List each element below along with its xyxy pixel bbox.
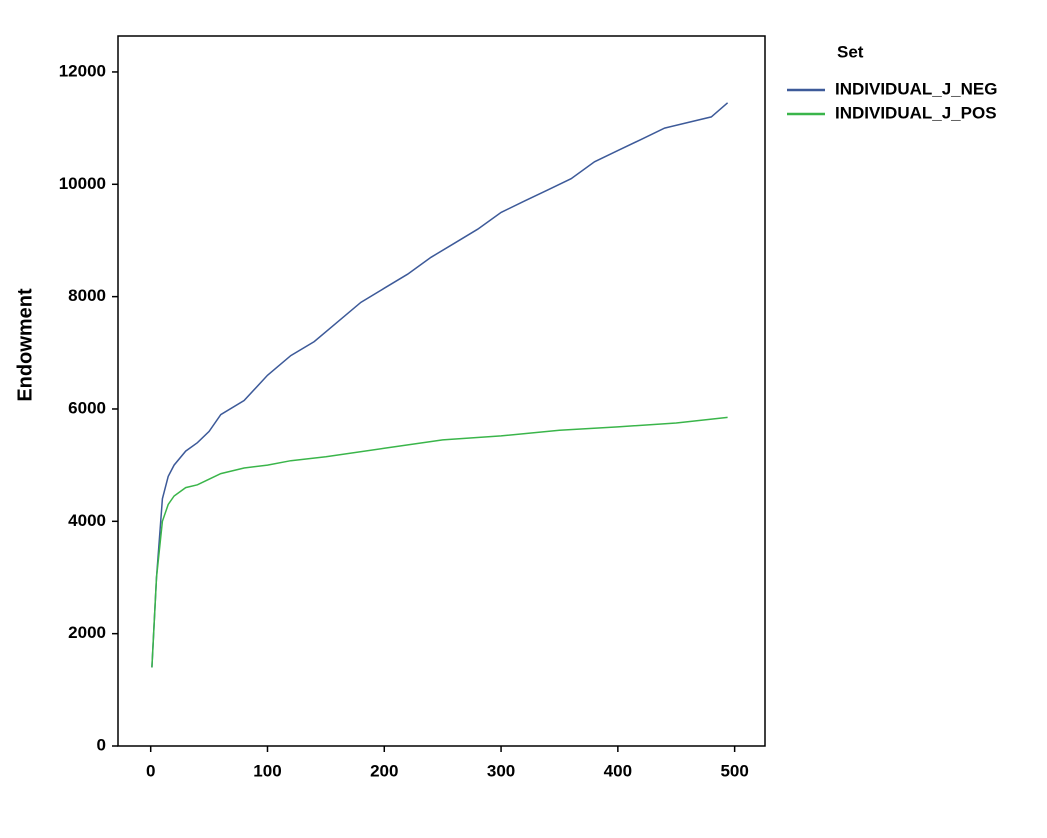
x-tick-label: 200 (370, 761, 398, 780)
legend-title: Set (837, 42, 864, 61)
y-axis-label: Endowment (14, 288, 36, 402)
line (151, 102, 729, 668)
y-tick-label: 10000 (59, 174, 106, 193)
x-tick-label: 500 (720, 761, 748, 780)
y-tick-label: 2000 (68, 623, 106, 642)
y-tick-label: 12000 (59, 61, 106, 80)
y-tick-label: 0 (97, 735, 106, 754)
x-tick-label: 0 (146, 761, 155, 780)
x-tick-label: 100 (253, 761, 281, 780)
y-tick-label: 6000 (68, 398, 106, 417)
legend-label: INDIVIDUAL_J_NEG (835, 79, 997, 98)
x-tick-label: 300 (487, 761, 515, 780)
y-tick-label: 4000 (68, 511, 106, 530)
legend-label: INDIVIDUAL_J_POS (835, 103, 997, 122)
plot-frame (117, 35, 766, 747)
line (151, 416, 728, 668)
y-tick-label: 8000 (68, 286, 106, 305)
x-tick-label: 400 (604, 761, 632, 780)
